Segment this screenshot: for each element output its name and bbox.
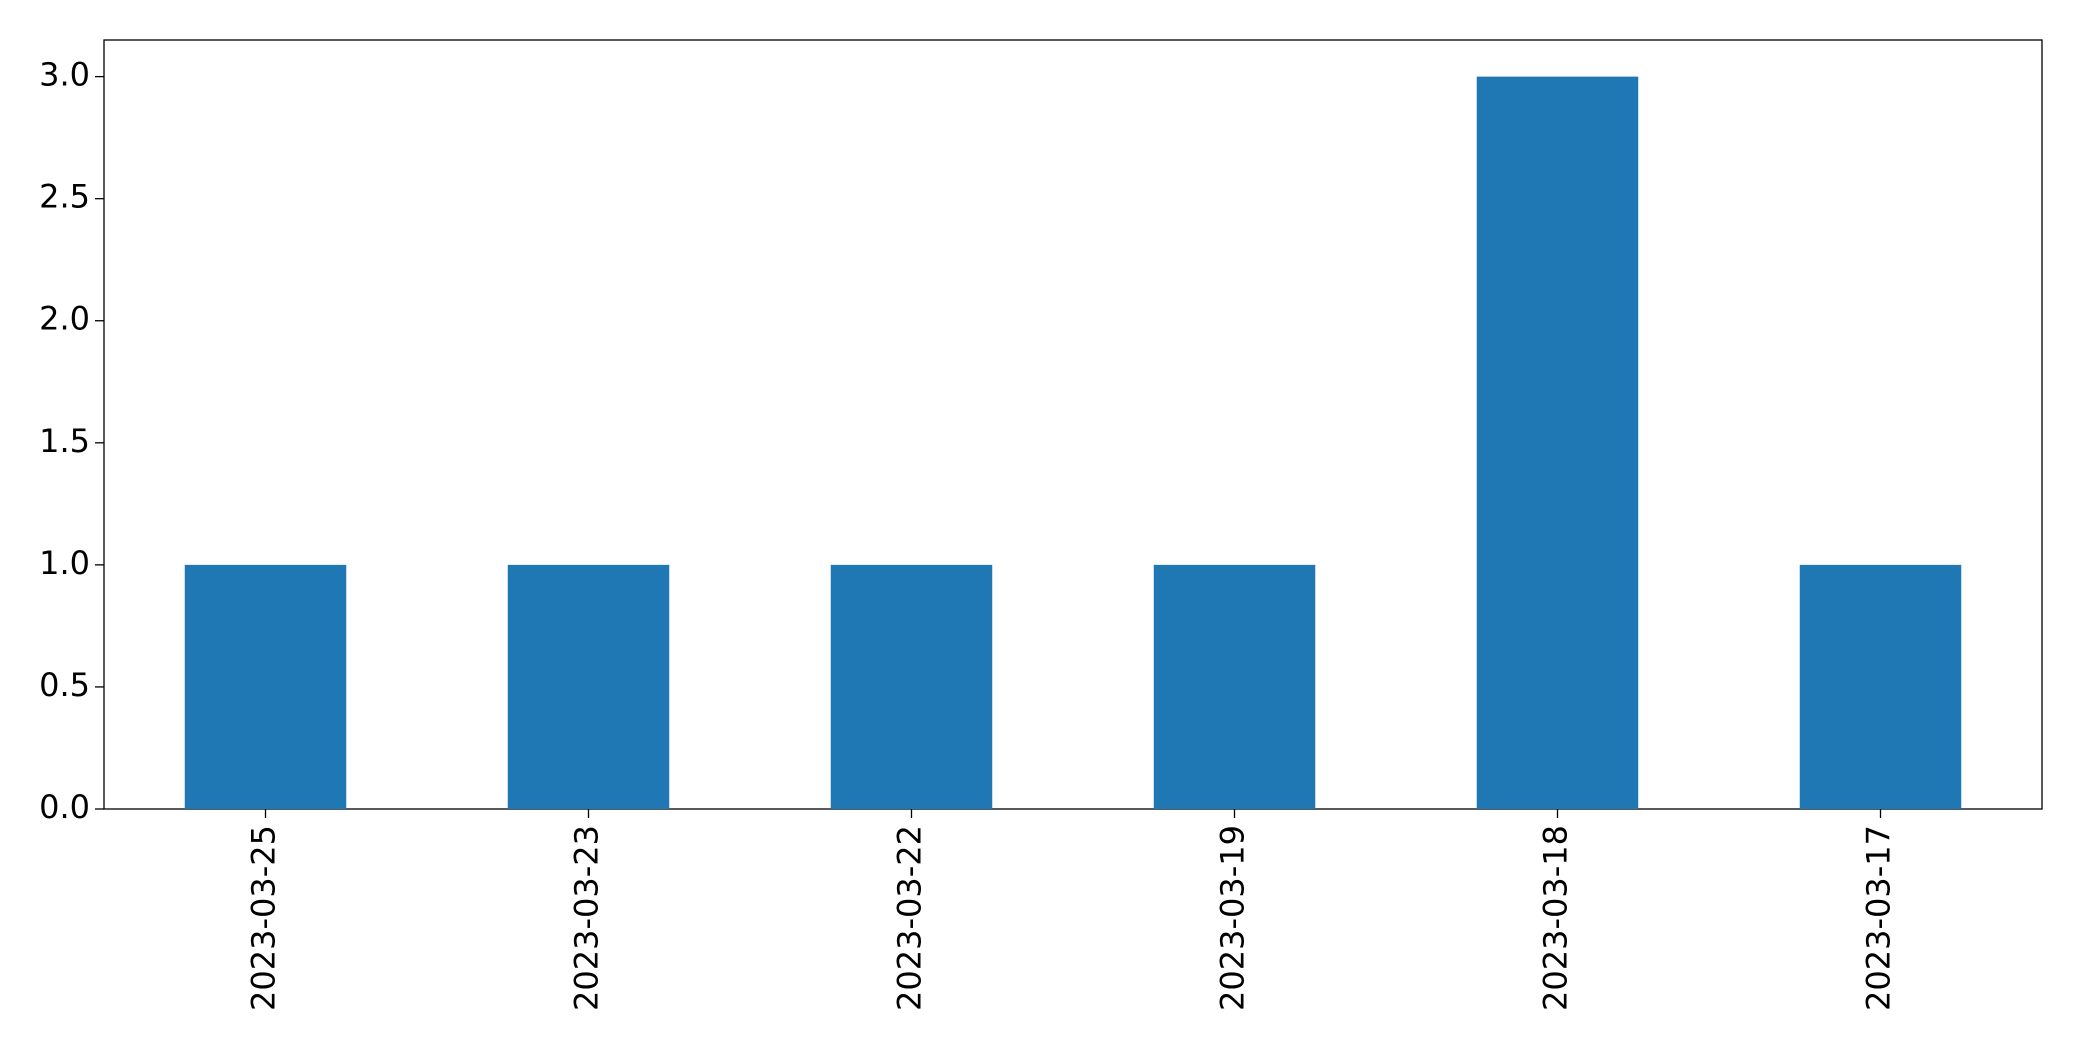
x-tick-label: 2023-03-22 [891, 825, 929, 1011]
y-tick-label: 2.0 [39, 300, 90, 338]
x-tick-label: 2023-03-17 [1860, 825, 1898, 1011]
x-tick-label: 2023-03-19 [1214, 825, 1252, 1011]
bar [1799, 564, 1962, 809]
y-tick-label: 0.0 [39, 788, 90, 826]
x-tick-label: 2023-03-23 [568, 825, 606, 1011]
bar [507, 564, 670, 809]
bar [830, 564, 993, 809]
x-tick-label: 2023-03-25 [245, 825, 283, 1011]
y-tick-label: 3.0 [39, 56, 90, 94]
plot-frame [103, 39, 2043, 810]
bar [1476, 76, 1639, 810]
bar [184, 564, 347, 809]
y-tick-label: 0.5 [39, 666, 90, 704]
y-tick-label: 1.5 [39, 422, 90, 460]
y-tick-label: 1.0 [39, 544, 90, 582]
x-tick-label: 2023-03-18 [1537, 825, 1575, 1011]
bar [1153, 564, 1316, 809]
y-tick-label: 2.5 [39, 178, 90, 216]
